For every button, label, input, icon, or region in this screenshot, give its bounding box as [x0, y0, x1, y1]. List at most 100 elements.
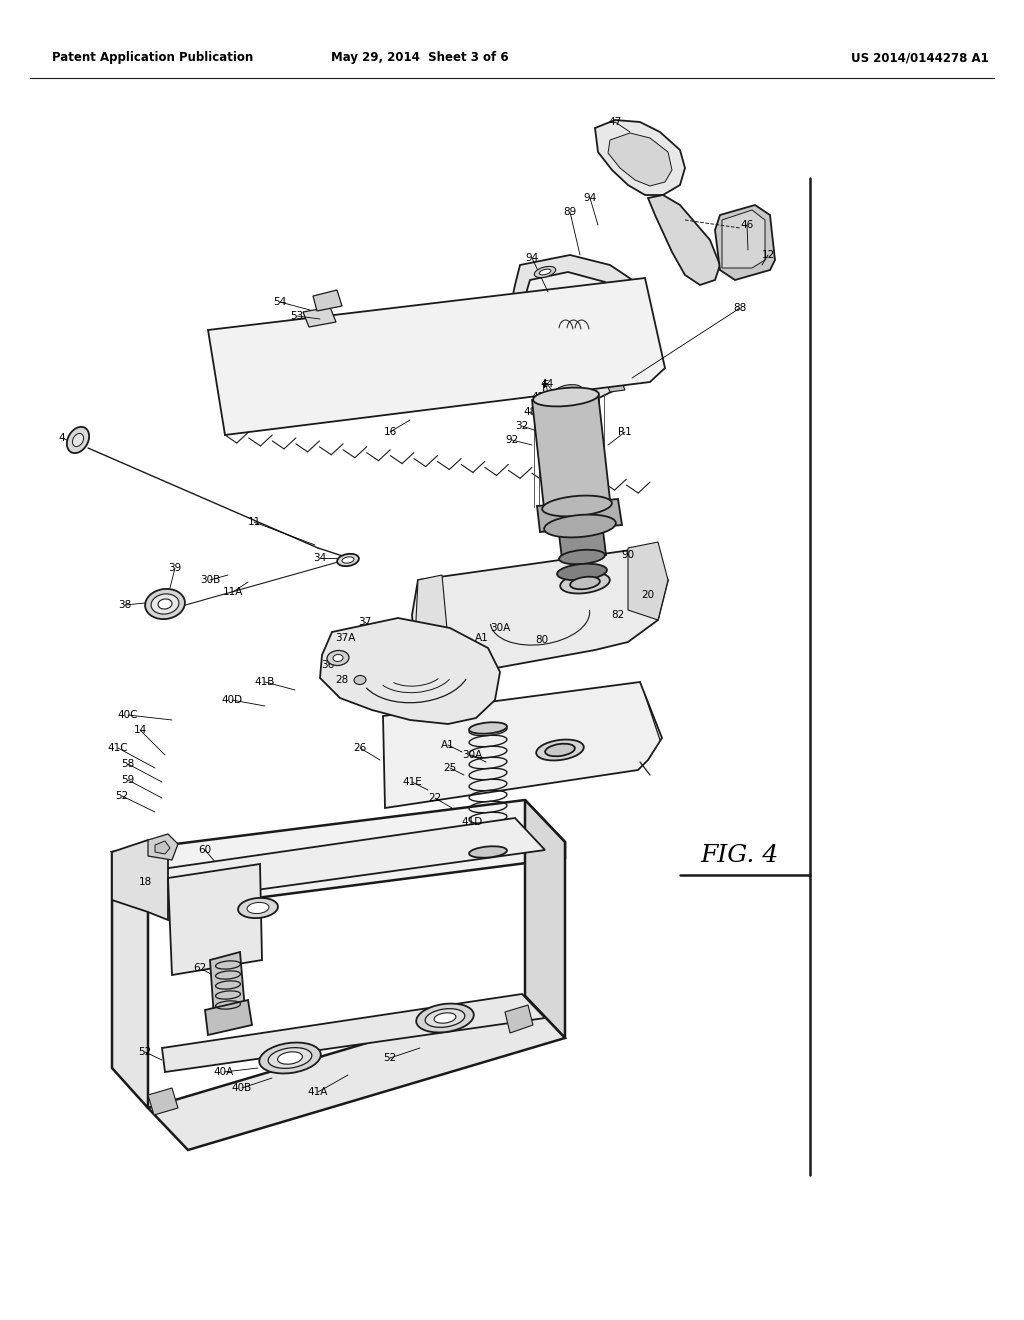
- Text: 82: 82: [611, 610, 625, 620]
- Text: 28: 28: [336, 675, 348, 685]
- Polygon shape: [148, 834, 178, 861]
- Ellipse shape: [537, 739, 584, 760]
- Polygon shape: [648, 195, 720, 285]
- Text: 62: 62: [194, 964, 207, 973]
- Text: 40D: 40D: [221, 696, 243, 705]
- Text: R1: R1: [618, 426, 632, 437]
- Ellipse shape: [560, 573, 610, 594]
- Polygon shape: [155, 818, 545, 904]
- Polygon shape: [155, 841, 170, 854]
- Ellipse shape: [553, 384, 583, 400]
- Text: F: F: [542, 383, 548, 393]
- Ellipse shape: [557, 564, 607, 581]
- Ellipse shape: [73, 433, 84, 446]
- Text: 60: 60: [199, 845, 212, 855]
- Polygon shape: [112, 851, 148, 1107]
- Text: 88: 88: [733, 304, 746, 313]
- Text: 30B: 30B: [200, 576, 220, 585]
- Text: 40B: 40B: [231, 1082, 252, 1093]
- Ellipse shape: [534, 388, 599, 407]
- Polygon shape: [608, 133, 672, 186]
- Text: 54: 54: [273, 297, 287, 308]
- Text: 58: 58: [122, 759, 134, 770]
- Polygon shape: [210, 952, 245, 1018]
- Text: 94: 94: [525, 253, 539, 263]
- Text: 89: 89: [563, 207, 577, 216]
- Ellipse shape: [268, 1048, 312, 1068]
- Text: 52: 52: [383, 1053, 396, 1063]
- Ellipse shape: [540, 269, 551, 275]
- Ellipse shape: [542, 495, 612, 516]
- Ellipse shape: [145, 589, 185, 619]
- Ellipse shape: [333, 655, 343, 661]
- Text: 18: 18: [138, 876, 152, 887]
- Ellipse shape: [67, 426, 89, 453]
- Polygon shape: [525, 800, 565, 1038]
- Text: 36: 36: [322, 660, 335, 671]
- Polygon shape: [522, 272, 638, 385]
- Text: 53: 53: [291, 312, 304, 321]
- Text: 44: 44: [541, 379, 554, 389]
- Ellipse shape: [327, 651, 349, 665]
- Ellipse shape: [544, 515, 615, 537]
- Text: 59: 59: [122, 775, 134, 785]
- Text: 41D: 41D: [462, 817, 482, 828]
- Ellipse shape: [337, 554, 358, 566]
- Polygon shape: [605, 378, 625, 392]
- Polygon shape: [148, 997, 565, 1150]
- Ellipse shape: [278, 1052, 302, 1064]
- Text: A1: A1: [475, 634, 488, 643]
- Text: 42: 42: [531, 392, 545, 403]
- Polygon shape: [319, 618, 500, 723]
- Polygon shape: [303, 308, 336, 327]
- Polygon shape: [383, 682, 662, 808]
- Polygon shape: [505, 1005, 534, 1034]
- Text: 40A: 40A: [214, 1067, 234, 1077]
- Text: 12: 12: [762, 249, 774, 260]
- Polygon shape: [722, 210, 765, 268]
- Text: 40C: 40C: [118, 710, 138, 719]
- Text: 34: 34: [313, 553, 327, 564]
- Text: 41E: 41E: [402, 777, 422, 787]
- Text: 16: 16: [383, 426, 396, 437]
- Polygon shape: [628, 543, 668, 620]
- Text: 52: 52: [116, 791, 129, 801]
- Ellipse shape: [247, 903, 269, 913]
- Ellipse shape: [416, 1003, 474, 1032]
- Text: 37: 37: [358, 616, 372, 627]
- Ellipse shape: [259, 1043, 321, 1073]
- Polygon shape: [558, 521, 606, 558]
- Polygon shape: [550, 355, 592, 395]
- Text: 32: 32: [515, 421, 528, 432]
- Text: 94: 94: [584, 193, 597, 203]
- Ellipse shape: [469, 722, 507, 734]
- Ellipse shape: [535, 267, 556, 277]
- Text: F: F: [543, 380, 549, 389]
- Ellipse shape: [238, 898, 278, 919]
- Text: 25: 25: [443, 763, 457, 774]
- Text: 30A: 30A: [489, 623, 510, 634]
- Text: 41A: 41A: [308, 1086, 328, 1097]
- Text: 14: 14: [133, 725, 146, 735]
- Text: 11: 11: [248, 517, 261, 527]
- Polygon shape: [415, 576, 449, 648]
- Text: 46: 46: [740, 220, 754, 230]
- Text: 4: 4: [58, 433, 66, 444]
- Text: 41B: 41B: [255, 677, 275, 686]
- Polygon shape: [508, 255, 650, 400]
- Polygon shape: [715, 205, 775, 280]
- Ellipse shape: [425, 1008, 465, 1027]
- Ellipse shape: [545, 743, 574, 756]
- Polygon shape: [540, 288, 624, 370]
- Polygon shape: [595, 120, 685, 195]
- Ellipse shape: [570, 577, 600, 589]
- Text: 11A: 11A: [223, 587, 243, 597]
- Polygon shape: [208, 279, 665, 436]
- Text: US 2014/0144278 A1: US 2014/0144278 A1: [851, 51, 989, 65]
- Text: 48: 48: [523, 407, 537, 417]
- Text: 37A: 37A: [335, 634, 355, 643]
- Polygon shape: [537, 499, 622, 532]
- Ellipse shape: [469, 846, 507, 858]
- Text: 39: 39: [168, 564, 181, 573]
- Text: 22: 22: [428, 793, 441, 803]
